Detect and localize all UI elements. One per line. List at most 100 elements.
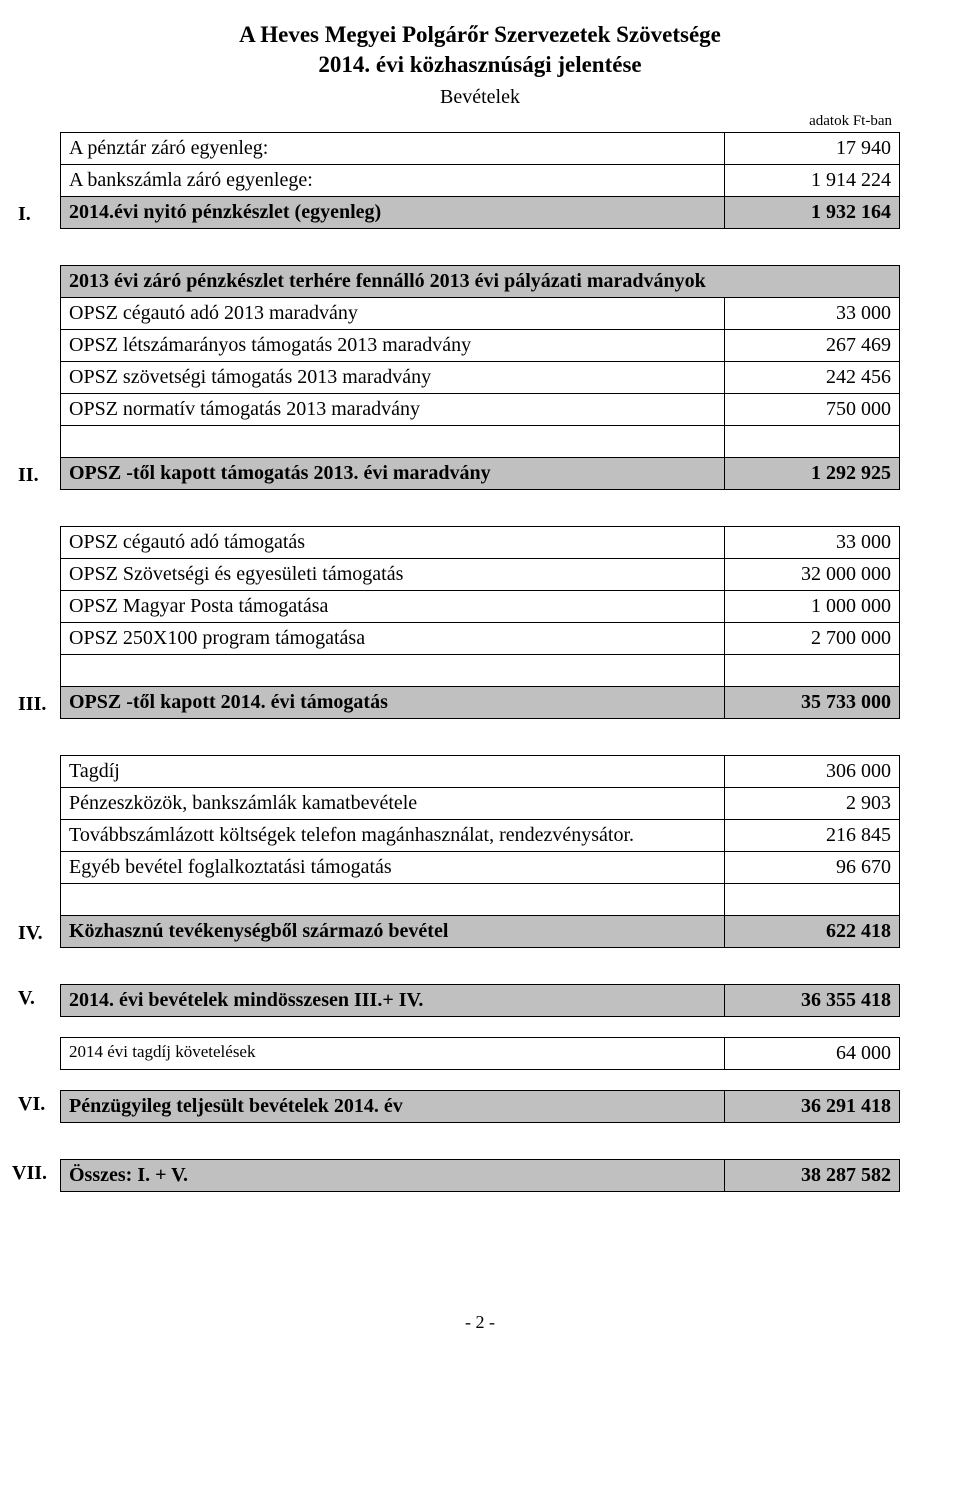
table-row: OPSZ szövetségi támogatás 2013 maradvány… — [61, 361, 900, 393]
cell-label: OPSZ létszámarányos támogatás 2013 marad… — [61, 329, 725, 361]
cell-value: 36 291 418 — [725, 1090, 900, 1122]
cell-label: 2014 évi tagdíj követelések — [61, 1037, 725, 1069]
table-row: OPSZ Magyar Posta támogatása 1 000 000 — [61, 590, 900, 622]
table-row: OPSZ cégautó adó 2013 maradvány 33 000 — [61, 297, 900, 329]
section-6: VI. Pénzügyileg teljesült bevételek 2014… — [60, 1090, 900, 1123]
section-7: VII. Összes: I. + V. 38 287 582 — [60, 1159, 900, 1192]
cell-value: 35 733 000 — [725, 686, 900, 718]
cell-label: OPSZ cégautó adó 2013 maradvány — [61, 297, 725, 329]
roman-4: IV. — [18, 922, 58, 945]
cell-value: 36 355 418 — [725, 984, 900, 1016]
table-1: A pénztár záró egyenleg: 17 940 A banksz… — [60, 132, 900, 229]
cell-value: 2 903 — [725, 787, 900, 819]
table-row: 2014 évi tagdíj követelések 64 000 — [61, 1037, 900, 1069]
cell-label: Tagdíj — [61, 755, 725, 787]
cell-label: OPSZ cégautó adó támogatás — [61, 526, 725, 558]
cell-label: Pénzügyileg teljesült bevételek 2014. év — [61, 1090, 725, 1122]
roman-2: II. — [18, 464, 58, 487]
cell-value: 2 700 000 — [725, 622, 900, 654]
table-row: OPSZ 250X100 program támogatása 2 700 00… — [61, 622, 900, 654]
cell-empty — [61, 883, 725, 915]
cell-value: 33 000 — [725, 526, 900, 558]
section-3: III. OPSZ cégautó adó támogatás 33 000 O… — [60, 526, 900, 719]
page-number: - 2 - — [60, 1312, 900, 1333]
cell-label: 2014.évi nyitó pénzkészlet (egyenleg) — [61, 196, 725, 228]
cell-value: 96 670 — [725, 851, 900, 883]
table-row: OPSZ normatív támogatás 2013 maradvány 7… — [61, 393, 900, 425]
cell-label: OPSZ Magyar Posta támogatása — [61, 590, 725, 622]
cell-empty — [725, 654, 900, 686]
table-header-text: 2013 évi záró pénzkészlet terhére fennál… — [61, 265, 900, 297]
cell-value: 38 287 582 — [725, 1159, 900, 1191]
cell-value: 622 418 — [725, 915, 900, 947]
roman-6: VI. — [18, 1093, 58, 1116]
doc-subtitle: Bevételek — [60, 86, 900, 109]
table-row-empty — [61, 883, 900, 915]
section-2: II. 2013 évi záró pénzkészlet terhére fe… — [60, 265, 900, 490]
cell-label: A pénztár záró egyenleg: — [61, 132, 725, 164]
cell-label: OPSZ -től kapott 2014. évi támogatás — [61, 686, 725, 718]
table-row: OPSZ létszámarányos támogatás 2013 marad… — [61, 329, 900, 361]
table-7: Összes: I. + V. 38 287 582 — [60, 1159, 900, 1192]
table-row-total: OPSZ -től kapott 2014. évi támogatás 35 … — [61, 686, 900, 718]
table-row: OPSZ Szövetségi és egyesületi támogatás … — [61, 558, 900, 590]
table-row-total: 2014.évi nyitó pénzkészlet (egyenleg) 1 … — [61, 196, 900, 228]
table-row: A pénztár záró egyenleg: 17 940 — [61, 132, 900, 164]
title-line-1: A Heves Megyei Polgárőr Szervezetek Szöv… — [60, 20, 900, 50]
cell-empty — [725, 883, 900, 915]
roman-5: V. — [18, 987, 58, 1010]
cell-label: Egyéb bevétel foglalkoztatási támogatás — [61, 851, 725, 883]
cell-value: 1 292 925 — [725, 457, 900, 489]
table-row: Egyéb bevétel foglalkoztatási támogatás … — [61, 851, 900, 883]
table-row-total: Összes: I. + V. 38 287 582 — [61, 1159, 900, 1191]
section-1: I. A pénztár záró egyenleg: 17 940 A ban… — [60, 132, 900, 229]
cell-label: OPSZ 250X100 program támogatása — [61, 622, 725, 654]
table-row-total: OPSZ -től kapott támogatás 2013. évi mar… — [61, 457, 900, 489]
table-row: Tagdíj 306 000 — [61, 755, 900, 787]
cell-label: OPSZ Szövetségi és egyesületi támogatás — [61, 558, 725, 590]
table-row-total: Pénzügyileg teljesült bevételek 2014. év… — [61, 1090, 900, 1122]
cell-label: OPSZ -től kapott támogatás 2013. évi mar… — [61, 457, 725, 489]
cell-label: Összes: I. + V. — [61, 1159, 725, 1191]
cell-label: OPSZ normatív támogatás 2013 maradvány — [61, 393, 725, 425]
cell-label: 2014. évi bevételek mindösszesen III.+ I… — [61, 984, 725, 1016]
cell-label: A bankszámla záró egyenlege: — [61, 164, 725, 196]
table-header-row: 2013 évi záró pénzkészlet terhére fennál… — [61, 265, 900, 297]
title-line-2: 2014. évi közhasznúsági jelentése — [60, 50, 900, 80]
table-5: 2014. évi bevételek mindösszesen III.+ I… — [60, 984, 900, 1017]
cell-value: 267 469 — [725, 329, 900, 361]
cell-value: 32 000 000 — [725, 558, 900, 590]
cell-value: 1 000 000 — [725, 590, 900, 622]
cell-empty — [61, 654, 725, 686]
cell-value: 306 000 — [725, 755, 900, 787]
cell-empty — [61, 425, 725, 457]
table-6: Pénzügyileg teljesült bevételek 2014. év… — [60, 1090, 900, 1123]
table-row-empty — [61, 654, 900, 686]
document-page: A Heves Megyei Polgárőr Szervezetek Szöv… — [0, 0, 960, 1373]
cell-value: 242 456 — [725, 361, 900, 393]
cell-value: 64 000 — [725, 1037, 900, 1069]
cell-value: 216 845 — [725, 819, 900, 851]
unit-note: adatok Ft-ban — [60, 113, 900, 130]
doc-title: A Heves Megyei Polgárőr Szervezetek Szöv… — [60, 20, 900, 80]
table-row: A bankszámla záró egyenlege: 1 914 224 — [61, 164, 900, 196]
cell-label: Pénzeszközök, bankszámlák kamatbevétele — [61, 787, 725, 819]
cell-label: Továbbszámlázott költségek telefon magán… — [61, 819, 725, 851]
cell-value: 33 000 — [725, 297, 900, 329]
table-2: 2013 évi záró pénzkészlet terhére fennál… — [60, 265, 900, 490]
section-6a: 2014 évi tagdíj követelések 64 000 — [60, 1037, 900, 1070]
cell-value: 1 932 164 — [725, 196, 900, 228]
roman-3: III. — [18, 693, 58, 716]
roman-7: VII. — [12, 1162, 52, 1185]
cell-empty — [725, 425, 900, 457]
table-4: Tagdíj 306 000 Pénzeszközök, bankszámlák… — [60, 755, 900, 948]
table-row: Továbbszámlázott költségek telefon magán… — [61, 819, 900, 851]
section-5: V. 2014. évi bevételek mindösszesen III.… — [60, 984, 900, 1017]
roman-1: I. — [18, 203, 58, 226]
table-row-empty — [61, 425, 900, 457]
table-row: Pénzeszközök, bankszámlák kamatbevétele … — [61, 787, 900, 819]
cell-value: 1 914 224 — [725, 164, 900, 196]
table-row-total: Közhasznú tevékenységből származó bevéte… — [61, 915, 900, 947]
section-4: IV. Tagdíj 306 000 Pénzeszközök, bankszá… — [60, 755, 900, 948]
cell-value: 17 940 — [725, 132, 900, 164]
